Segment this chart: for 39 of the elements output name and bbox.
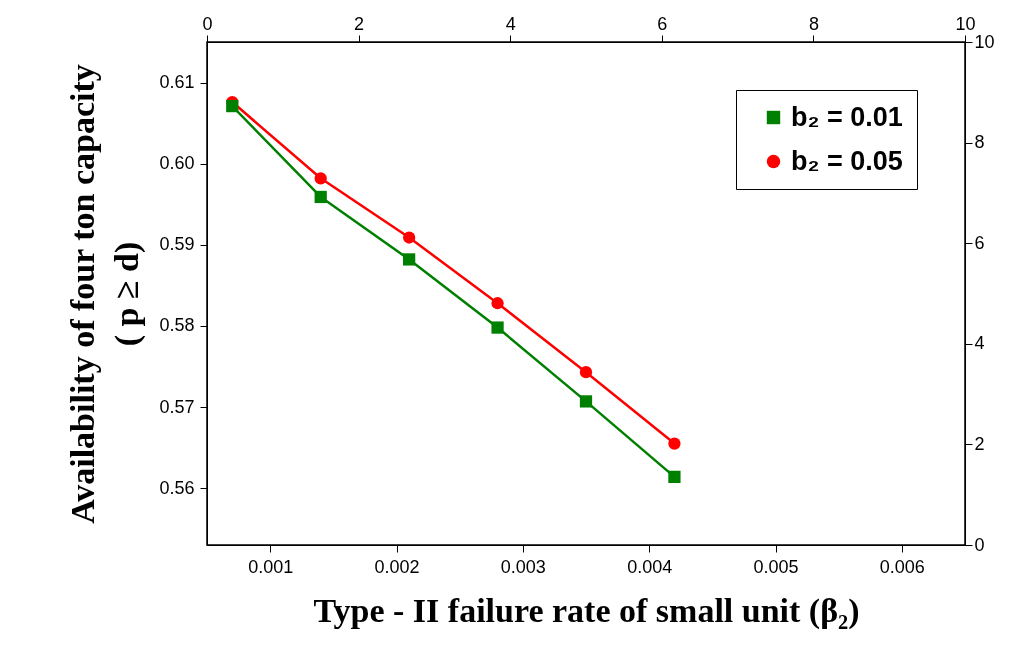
x-tick-label: 0.004 [627, 556, 673, 577]
y-tick-label: 0.56 [159, 477, 195, 498]
x2-tick-label: 2 [354, 13, 365, 34]
y-axis-title: Availability of four ton capacity ( p ≥ d) [64, 64, 147, 524]
y2-tick-label: 8 [974, 132, 985, 153]
y2-tick-label: 2 [974, 433, 985, 454]
x-tick-label: 0.002 [374, 556, 420, 577]
y2-tick-label: 4 [974, 333, 985, 354]
x2-tick-label: 6 [657, 13, 668, 34]
x2-tick-label: 10 [955, 13, 976, 34]
point [314, 172, 327, 185]
x2-tick-label: 0 [202, 13, 213, 34]
x-tick-label: 0.003 [500, 556, 546, 577]
legend-label: b₂ = 0.05 [791, 145, 903, 176]
y-tick-label: 0.60 [159, 153, 195, 174]
point [579, 395, 593, 408]
y-tick-label: 0.59 [159, 234, 195, 255]
x-tick-label: 0.001 [248, 556, 294, 577]
y-tick-label: 0.57 [159, 396, 195, 417]
point [403, 231, 416, 244]
x-tick-label: 0.006 [879, 556, 925, 577]
point [668, 470, 681, 483]
x2-tick-label: 4 [505, 13, 516, 34]
legend-label: b₂ = 0.01 [791, 101, 903, 132]
point [491, 321, 504, 334]
point [668, 437, 681, 450]
x-tick-label: 0.005 [753, 556, 799, 577]
point [403, 253, 416, 266]
y2-tick-label: 10 [974, 31, 995, 52]
point [579, 366, 593, 379]
y2-tick-label: 0 [974, 534, 985, 555]
x2-tick-label: 8 [808, 13, 819, 34]
point [226, 99, 239, 113]
y2-tick-label: 6 [974, 232, 985, 253]
y-tick-label: 0.58 [159, 315, 195, 336]
y-tick-label: 0.61 [159, 72, 195, 93]
x-axis-title: Type - II failure rate of small unit (β₂) [313, 591, 860, 630]
point [314, 190, 327, 204]
point [491, 297, 504, 310]
